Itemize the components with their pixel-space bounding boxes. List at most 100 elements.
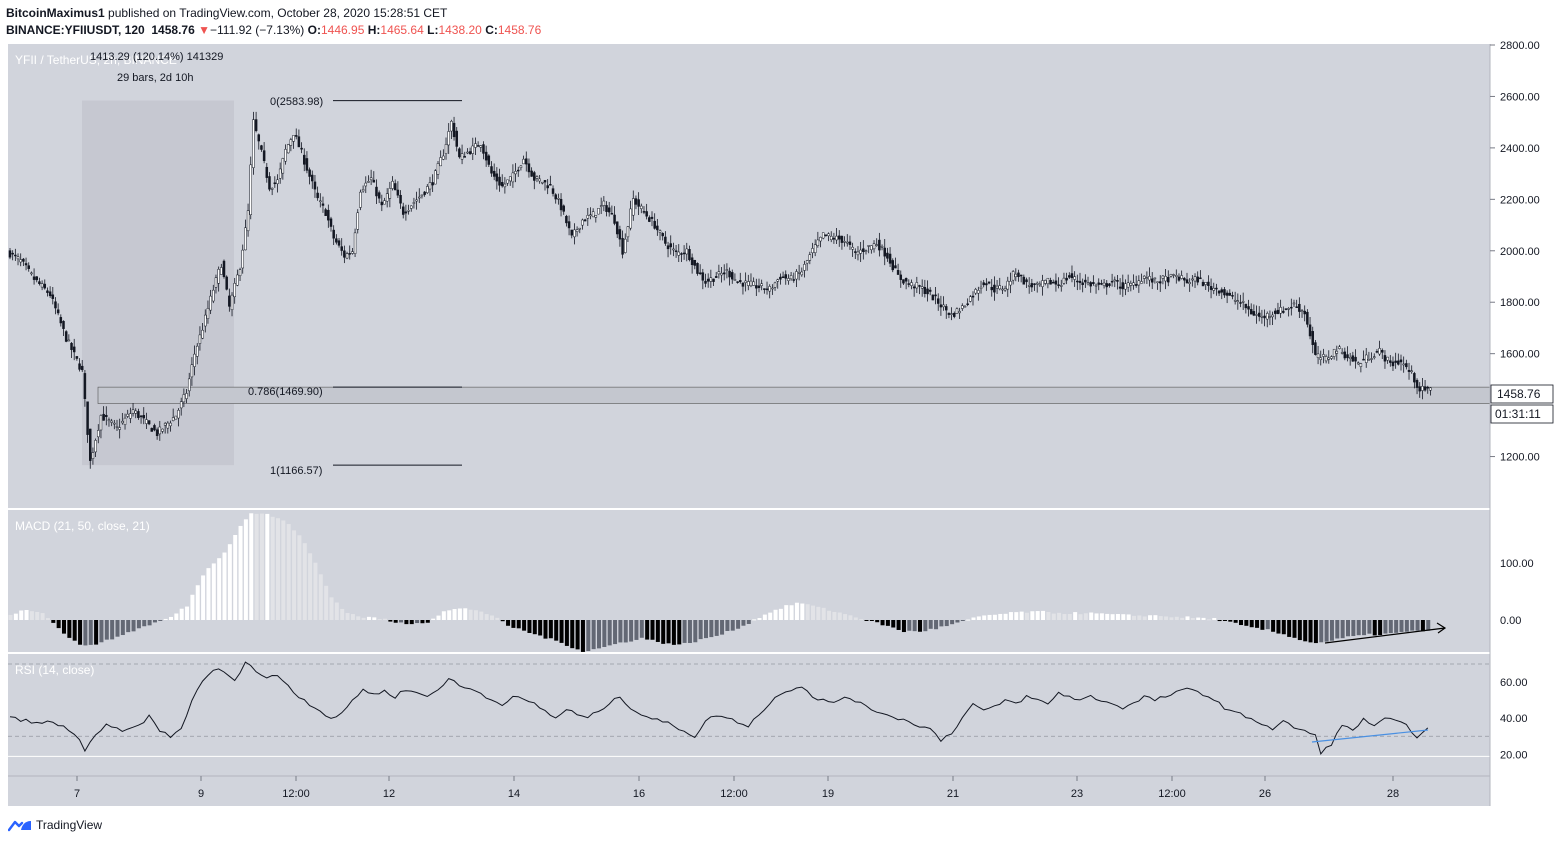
price-candle	[1397, 360, 1400, 365]
price-candle	[474, 143, 477, 148]
macd-bar	[778, 608, 783, 620]
macd-bar	[687, 620, 692, 644]
price-candle	[607, 207, 611, 213]
change-down-icon: ▼	[198, 23, 210, 37]
macd-bar	[388, 620, 393, 622]
price-pane[interactable]	[8, 100, 1491, 469]
price-candle	[581, 219, 584, 226]
price-candle	[1089, 282, 1092, 287]
price-candle	[784, 274, 787, 279]
price-candle	[819, 236, 822, 242]
tradingview-logo-icon[interactable]	[8, 818, 32, 832]
price-candle	[198, 334, 202, 344]
price-candle	[1236, 300, 1240, 302]
price-candle	[963, 305, 967, 308]
macd-bar	[1297, 620, 1302, 641]
price-candle	[1266, 313, 1269, 320]
price-candle	[993, 284, 996, 293]
price-candle	[947, 312, 951, 315]
price-candle	[1052, 281, 1055, 284]
time-tick-label: 12:00	[720, 788, 748, 800]
price-candle	[554, 194, 557, 200]
tradingview-brand[interactable]: TradingView	[36, 818, 103, 832]
price-candle	[936, 298, 940, 304]
price-candle	[650, 216, 654, 219]
price-candle	[530, 170, 533, 177]
macd-bar	[752, 619, 757, 621]
price-candle	[1364, 354, 1368, 363]
price-candle	[161, 428, 164, 432]
price-candle	[720, 272, 723, 276]
price-candle	[353, 232, 357, 254]
price-candle	[254, 119, 258, 131]
price-candle	[48, 291, 52, 297]
price-candle	[1038, 283, 1042, 286]
macd-bar	[1367, 620, 1372, 634]
price-candle	[1429, 387, 1432, 391]
macd-bar	[420, 620, 425, 624]
macd-bar	[40, 613, 45, 620]
price-candle	[1073, 276, 1076, 280]
macd-bar	[800, 603, 805, 620]
macd-bar	[736, 620, 741, 629]
macd-bar	[704, 620, 708, 639]
macd-bar	[987, 614, 992, 620]
rsi-pane[interactable]	[8, 661, 1490, 757]
time-tick-label: 23	[1071, 788, 1083, 800]
price-candle	[621, 238, 624, 255]
price-candle	[1097, 282, 1100, 285]
last-price-tag	[1490, 384, 1554, 404]
author-name[interactable]: BitcoinMaximus1	[6, 6, 105, 20]
price-candle	[150, 427, 154, 432]
price-candle	[928, 289, 932, 292]
macd-bar	[1083, 613, 1088, 620]
price-candle	[961, 305, 964, 309]
price-candle	[1351, 355, 1355, 362]
macd-bar	[1153, 615, 1158, 620]
price-candle	[969, 296, 972, 302]
macd-bar	[554, 620, 559, 641]
macd-bar	[1099, 613, 1104, 620]
price-candle	[1065, 277, 1068, 281]
price-candle	[38, 281, 41, 284]
price-candle	[131, 409, 135, 414]
price-candle	[1035, 282, 1039, 285]
price-candle	[423, 191, 426, 195]
price-candle	[835, 235, 838, 241]
price-candle	[1402, 363, 1405, 366]
price-candle	[225, 276, 228, 290]
macd-bar	[1158, 616, 1163, 620]
price-candle	[752, 281, 755, 286]
price-candle	[642, 211, 646, 213]
price-candle	[664, 236, 667, 244]
price-candle	[1247, 306, 1250, 310]
price-candle	[284, 149, 287, 162]
price-candle	[939, 304, 943, 308]
price-candle	[303, 154, 306, 165]
price-candle	[145, 419, 148, 424]
macd-pane[interactable]	[8, 513, 1447, 652]
price-candle	[1343, 351, 1347, 359]
macd-bar	[1057, 612, 1062, 620]
macd-bar	[297, 535, 302, 620]
time-tick-label: 26	[1259, 788, 1271, 800]
price-candle	[634, 198, 638, 205]
rsi-divergence-line	[1311, 729, 1429, 743]
price-candle	[1108, 283, 1111, 286]
macd-bar	[158, 620, 163, 621]
macd-bar	[473, 610, 478, 620]
macd-bar	[147, 620, 152, 626]
macd-bar	[1292, 620, 1297, 638]
macd-bar	[259, 513, 264, 620]
price-candle	[476, 145, 480, 147]
price-candle	[899, 274, 903, 280]
price-candle	[864, 250, 868, 252]
macd-bar	[901, 620, 906, 633]
macd-bar	[832, 611, 837, 620]
macd-bar	[1201, 617, 1206, 620]
macd-bar	[233, 535, 238, 620]
price-candle	[1191, 278, 1194, 281]
macd-bar	[1041, 610, 1046, 620]
macd-bar	[1222, 620, 1227, 621]
